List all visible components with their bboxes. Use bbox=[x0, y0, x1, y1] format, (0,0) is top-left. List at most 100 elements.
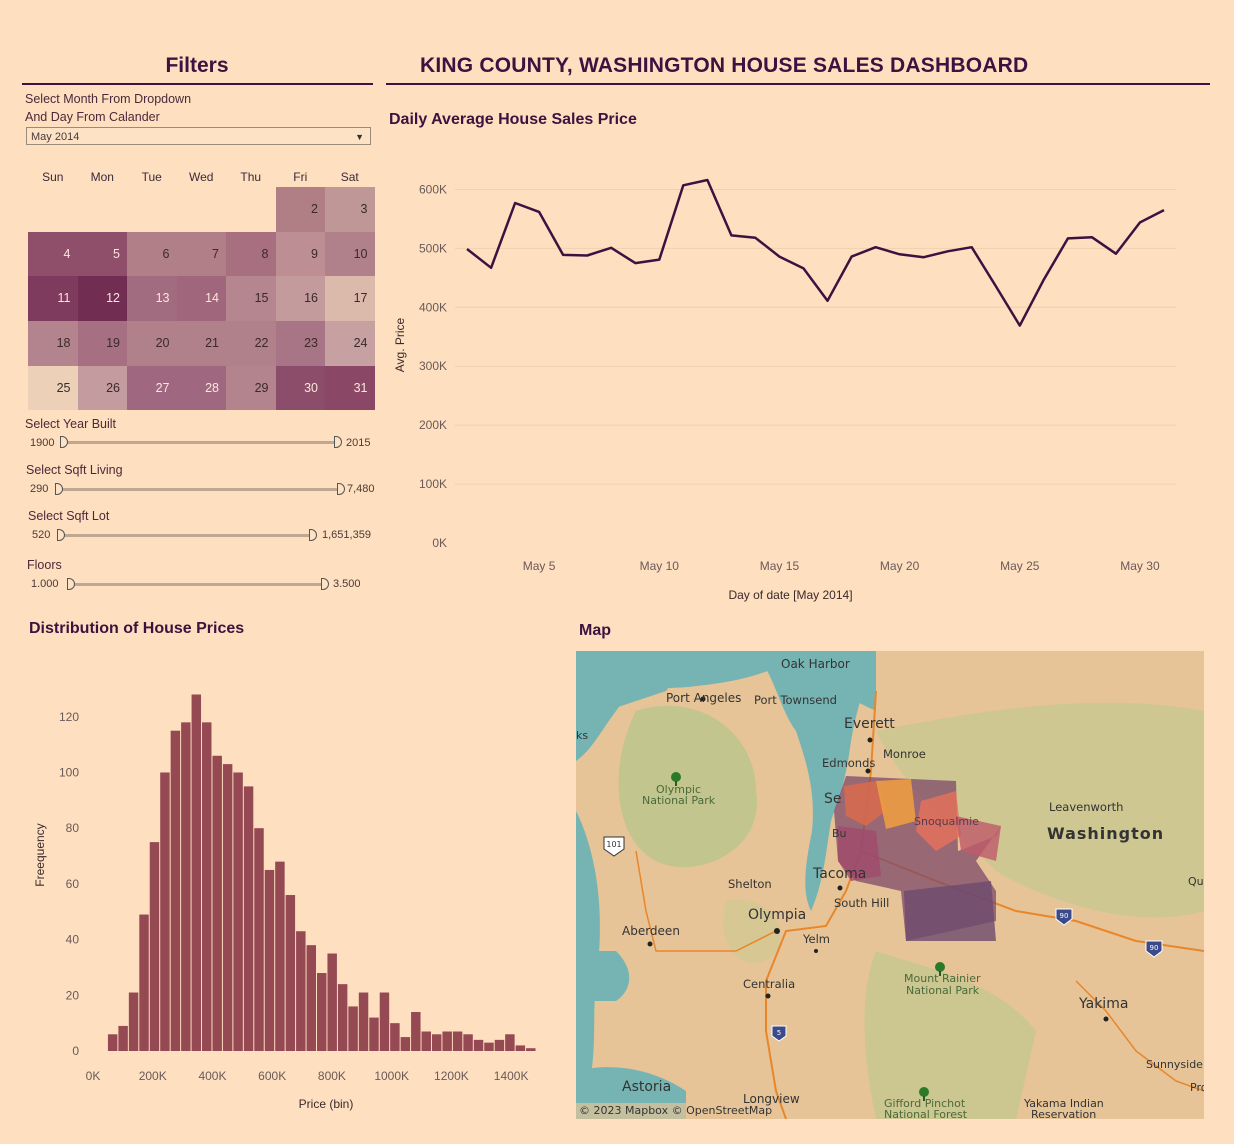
hist-bar[interactable] bbox=[515, 1045, 526, 1051]
month-dropdown[interactable]: May 2014 ▼ bbox=[26, 127, 371, 145]
hist-bar[interactable] bbox=[181, 722, 191, 1051]
line-point[interactable] bbox=[849, 254, 855, 260]
calendar-day-16[interactable]: 16 bbox=[275, 276, 325, 322]
calendar-day-8[interactable]: 8 bbox=[226, 231, 276, 277]
king-county-eastside[interactable] bbox=[876, 779, 916, 829]
calendar-day-17[interactable]: 17 bbox=[325, 276, 375, 322]
calendar-day-3[interactable]: 3 bbox=[325, 187, 375, 232]
calendar-day-29[interactable]: 29 bbox=[226, 365, 276, 411]
hist-bar[interactable] bbox=[191, 694, 202, 1051]
calendar-day-23[interactable]: 23 bbox=[275, 321, 325, 366]
calendar-day-13[interactable]: 13 bbox=[127, 276, 177, 322]
calendar-day-2[interactable]: 2 bbox=[275, 187, 325, 232]
slider-min-handle-select-sqft-living[interactable] bbox=[55, 483, 63, 495]
calendar-day-25[interactable]: 25 bbox=[28, 365, 78, 411]
hist-bar[interactable] bbox=[411, 1012, 421, 1051]
calendar-day-18[interactable]: 18 bbox=[28, 321, 78, 366]
slider-min-handle-select-sqft-lot[interactable] bbox=[57, 529, 65, 541]
line-point[interactable] bbox=[632, 260, 638, 266]
hist-bar[interactable] bbox=[526, 1048, 536, 1051]
king-county-east[interactable] bbox=[956, 816, 1001, 861]
hist-bar[interactable] bbox=[337, 984, 348, 1051]
line-point[interactable] bbox=[800, 265, 806, 271]
hist-bar[interactable] bbox=[285, 895, 296, 1051]
hist-bar[interactable] bbox=[358, 992, 369, 1051]
slider-track-select-sqft-living[interactable] bbox=[57, 488, 341, 491]
hist-bar[interactable] bbox=[494, 1039, 505, 1051]
king-county-renton[interactable] bbox=[838, 826, 881, 881]
calendar-day-26[interactable]: 26 bbox=[77, 365, 127, 411]
line-point[interactable] bbox=[945, 248, 951, 254]
line-point[interactable] bbox=[680, 182, 686, 188]
slider-track-floors[interactable] bbox=[69, 583, 325, 586]
hist-bar[interactable] bbox=[306, 945, 316, 1051]
line-point[interactable] bbox=[1113, 251, 1119, 257]
slider-max-handle-select-sqft-lot[interactable] bbox=[309, 529, 317, 541]
calendar-day-20[interactable]: 20 bbox=[127, 321, 177, 366]
calendar-day-11[interactable]: 11 bbox=[28, 276, 78, 322]
hist-bar[interactable] bbox=[431, 1034, 442, 1051]
calendar-day-21[interactable]: 21 bbox=[176, 321, 226, 366]
line-point[interactable] bbox=[752, 235, 758, 241]
line-point[interactable] bbox=[488, 265, 494, 271]
hist-bar[interactable] bbox=[243, 786, 254, 1051]
slider-max-handle-select-year-built[interactable] bbox=[334, 436, 342, 448]
line-point[interactable] bbox=[825, 298, 831, 304]
hist-bar[interactable] bbox=[452, 1031, 463, 1051]
calendar-day-27[interactable]: 27 bbox=[127, 365, 177, 411]
slider-track-select-year-built[interactable] bbox=[62, 441, 338, 444]
hist-bar[interactable] bbox=[107, 1034, 118, 1051]
hist-bar[interactable] bbox=[379, 992, 390, 1051]
hist-bar[interactable] bbox=[400, 1037, 411, 1051]
line-point[interactable] bbox=[512, 200, 518, 206]
line-point[interactable] bbox=[1065, 235, 1071, 241]
line-point[interactable] bbox=[1161, 207, 1167, 213]
hist-bar[interactable] bbox=[118, 1025, 128, 1051]
hist-bar[interactable] bbox=[202, 722, 212, 1051]
king-county-north[interactable] bbox=[844, 781, 886, 826]
hist-bar[interactable] bbox=[264, 869, 275, 1051]
line-point[interactable] bbox=[1137, 219, 1143, 225]
line-point[interactable] bbox=[776, 254, 782, 260]
line-point[interactable] bbox=[873, 244, 879, 250]
line-point[interactable] bbox=[656, 257, 662, 263]
slider-min-handle-select-year-built[interactable] bbox=[60, 436, 68, 448]
calendar-day-14[interactable]: 14 bbox=[176, 276, 226, 322]
hist-bar[interactable] bbox=[421, 1031, 431, 1051]
king-county-south[interactable] bbox=[904, 881, 996, 941]
line-point[interactable] bbox=[536, 209, 542, 215]
calendar-day-9[interactable]: 9 bbox=[275, 231, 325, 277]
line-point[interactable] bbox=[921, 254, 927, 260]
calendar-day-24[interactable]: 24 bbox=[325, 321, 375, 366]
hist-bar[interactable] bbox=[254, 828, 264, 1051]
hist-bar[interactable] bbox=[505, 1034, 515, 1051]
hist-bar[interactable] bbox=[296, 931, 306, 1051]
hist-bar[interactable] bbox=[348, 1006, 358, 1051]
calendar-day-12[interactable]: 12 bbox=[77, 276, 127, 322]
calendar-day-15[interactable]: 15 bbox=[226, 276, 276, 322]
calendar-day-19[interactable]: 19 bbox=[77, 321, 127, 366]
hist-bar[interactable] bbox=[128, 992, 139, 1051]
hist-bar[interactable] bbox=[317, 973, 327, 1051]
hist-bar[interactable] bbox=[160, 772, 170, 1051]
line-point[interactable] bbox=[897, 251, 903, 257]
hist-bar[interactable] bbox=[212, 755, 222, 1051]
calendar-day-10[interactable]: 10 bbox=[325, 231, 375, 277]
line-point[interactable] bbox=[464, 246, 470, 252]
line-point[interactable] bbox=[993, 283, 999, 289]
king-county-snoqualmie[interactable] bbox=[916, 791, 961, 851]
hist-bar[interactable] bbox=[473, 1039, 484, 1051]
line-point[interactable] bbox=[728, 232, 734, 238]
line-point[interactable] bbox=[1041, 277, 1047, 283]
line-point[interactable] bbox=[608, 245, 614, 251]
line-point[interactable] bbox=[560, 252, 566, 258]
hist-bar[interactable] bbox=[139, 914, 149, 1051]
slider-min-handle-floors[interactable] bbox=[67, 578, 75, 590]
calendar-day-31[interactable]: 31 bbox=[325, 365, 375, 411]
hist-bar[interactable] bbox=[233, 772, 243, 1051]
line-point[interactable] bbox=[584, 252, 590, 258]
line-point[interactable] bbox=[1089, 234, 1095, 240]
calendar-day-7[interactable]: 7 bbox=[176, 231, 226, 277]
hist-bar[interactable] bbox=[442, 1031, 452, 1051]
calendar-day-22[interactable]: 22 bbox=[226, 321, 276, 366]
